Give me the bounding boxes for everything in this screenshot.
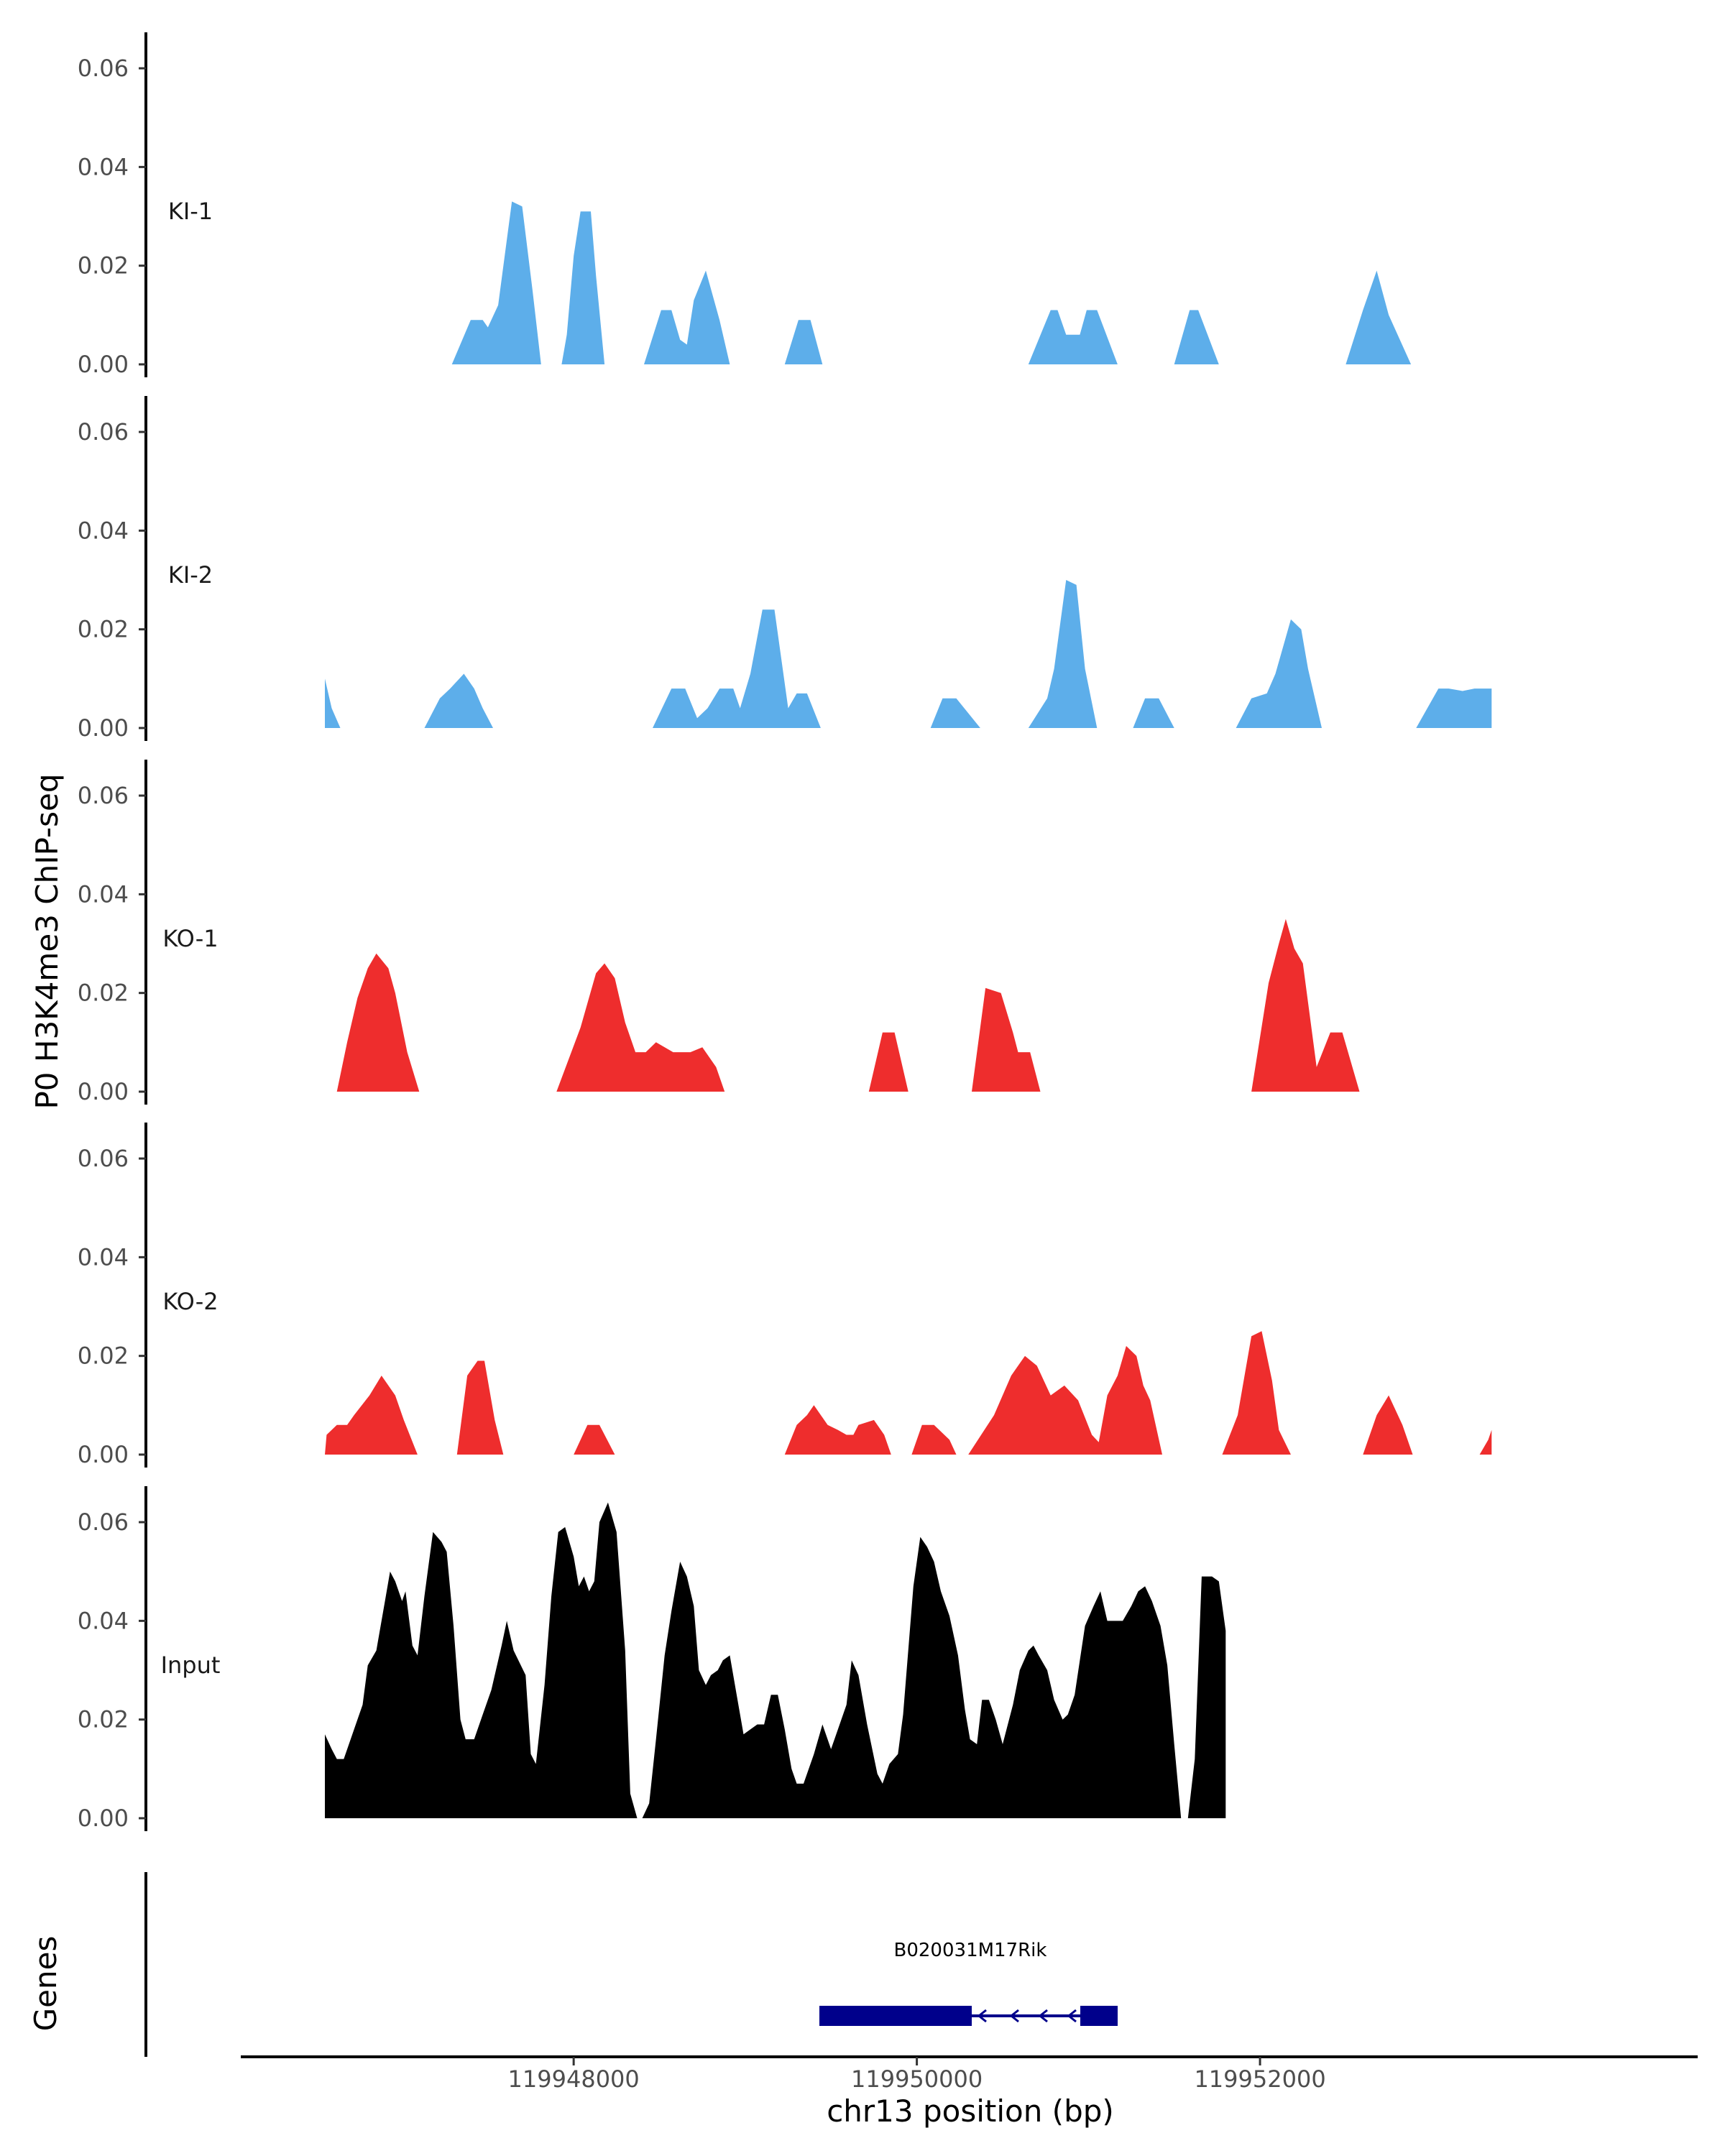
y-tick-label: 0.02 [78,1706,129,1733]
y-tick-label: 0.00 [78,1805,129,1832]
y-tick-label: 0.02 [78,980,129,1007]
y-tick-label: 0.04 [78,153,129,180]
coverage-area [425,580,1492,728]
track-ko-1: 0.00 0.02 0.04 0.06 KO-1 [78,760,1360,1105]
y-tick-label: 0.00 [78,714,129,742]
y-tick-label: 0.06 [78,55,129,82]
y-tick-label: 0.06 [78,1508,129,1536]
genes-axis-title: Genes [28,1936,63,2032]
y-tick-label: 0.00 [78,1441,129,1468]
gene-exon [1080,2006,1118,2026]
coverage-area [325,678,341,728]
track-label: KO-1 [162,925,218,952]
coverage-area [337,919,1360,1092]
y-tick-label: 0.06 [78,1145,129,1172]
x-tick-label: 119948000 [508,2065,640,2093]
y-tick-label: 0.04 [78,880,129,908]
y-tick-label: 0.00 [78,1078,129,1105]
chip-seq-chart: P0 H3K4me3 ChIP-seq Genes chr13 position… [0,0,1725,2156]
x-axis-title: chr13 position (bp) [827,2093,1114,2129]
y-tick-label: 0.04 [78,517,129,544]
track-ki-1: 0.00 0.02 0.04 0.06 KI-1 [78,32,1411,378]
y-tick-label: 0.06 [78,418,129,446]
x-tick-label: 119950000 [851,2065,983,2093]
y-tick-label: 0.04 [78,1243,129,1271]
coverage-area [452,201,1411,364]
track-label: KO-2 [162,1288,218,1315]
track-ko-2: 0.00 0.02 0.04 0.06 KO-2 [78,1123,1492,1468]
y-axis-title: P0 H3K4me3 ChIP-seq [29,773,65,1109]
y-tick-label: 0.04 [78,1607,129,1634]
coverage-area [325,1503,1225,1818]
y-tick-label: 0.02 [78,616,129,643]
y-tick-label: 0.02 [78,1342,129,1370]
track-input: 0.00 0.02 0.04 0.06 Input [78,1486,1226,1832]
track-ki-2: 0.00 0.02 0.04 0.06 KI-2 [78,396,1492,742]
gene-label: B020031M17Rik [894,1940,1047,1961]
y-tick-label: 0.06 [78,782,129,809]
track-label: KI-2 [168,561,213,589]
y-tick-label: 0.00 [78,351,129,378]
x-tick-label: 119952000 [1194,2065,1325,2093]
y-tick-label: 0.02 [78,252,129,280]
gene-exon [819,2006,972,2026]
coverage-area [325,1331,1491,1455]
track-label: KI-1 [168,198,213,225]
track-label: Input [161,1651,221,1679]
